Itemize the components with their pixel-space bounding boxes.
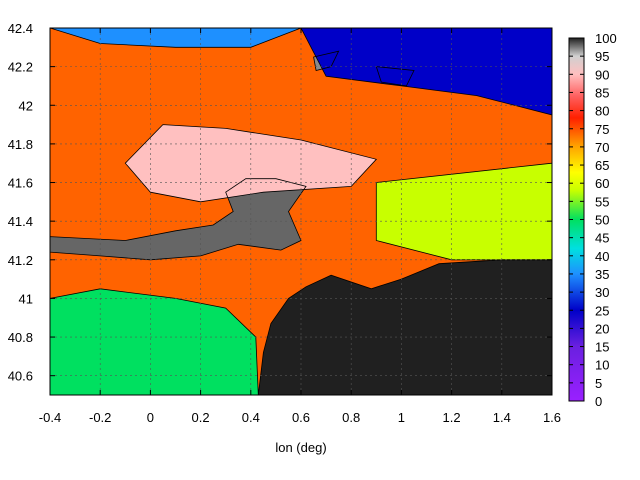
region-northwest-band <box>50 28 301 48</box>
y-tick-label: 42 <box>19 98 33 113</box>
colorbar-tick-label: 50 <box>595 213 609 228</box>
x-tick-label: 0.6 <box>292 410 310 425</box>
heatmap-regions <box>50 28 552 395</box>
x-tick-label: 1 <box>398 410 405 425</box>
colorbar-tick-label: 55 <box>595 194 609 209</box>
x-tick-label: 1.6 <box>543 410 561 425</box>
y-tick-label: 41.8 <box>8 137 33 152</box>
x-axis-label: lon (deg) <box>275 440 326 455</box>
colorbar-tick-label: 0 <box>595 394 602 409</box>
x-tick-label: 0.4 <box>242 410 260 425</box>
colorbar-tick-label: 90 <box>595 67 609 82</box>
x-tick-label: -0.2 <box>89 410 111 425</box>
plot-area <box>50 28 552 395</box>
y-tick-label: 41.6 <box>8 176 33 191</box>
y-tick-label: 41.4 <box>8 214 33 229</box>
colorbar-tick-label: 95 <box>595 49 609 64</box>
y-tick-label: 42.2 <box>8 60 33 75</box>
contour-line <box>124 124 378 203</box>
colorbar-tick-label: 15 <box>595 340 609 355</box>
contour-line <box>257 259 552 395</box>
y-tick-label: 41.2 <box>8 253 33 268</box>
colorbar-tick-label: 75 <box>595 122 609 137</box>
region-sea <box>258 259 552 395</box>
x-tick-label: -0.4 <box>39 410 61 425</box>
colorbar-tick-label: 45 <box>595 231 609 246</box>
colorbar-tick-label: 30 <box>595 285 609 300</box>
y-tick-label: 41 <box>19 291 33 306</box>
x-tick-label: 1.4 <box>493 410 511 425</box>
contour-line <box>50 28 302 48</box>
colorbar-tick-label: 25 <box>595 303 609 318</box>
colorbar-tick-label: 85 <box>595 85 609 100</box>
colorbar-tick-label: 40 <box>595 249 609 264</box>
y-tick-label: 40.8 <box>8 330 33 345</box>
colorbar-tick-label: 60 <box>595 176 609 191</box>
region-east-coast <box>376 163 552 260</box>
colorbar-tick-label: 20 <box>595 321 609 336</box>
y-axis-ticks: 40.6 40.8 41 41.2 41.4 41.6 41.8 42 42.2 42.4 <box>8 21 552 384</box>
y-tick-label: 40.6 <box>8 369 33 384</box>
x-tick-label: 0.2 <box>192 410 210 425</box>
colorbar-tick-label: 65 <box>595 158 609 173</box>
x-tick-label: 0.8 <box>342 410 360 425</box>
colorbar-tick-label: 10 <box>595 358 609 373</box>
colorbar-tick-label: 100 <box>595 31 617 46</box>
region-ebro-channel <box>50 178 306 260</box>
contour-line <box>300 28 552 116</box>
colorbar-tick-label: 70 <box>595 140 609 155</box>
region-northeast-pyrenees <box>301 28 552 115</box>
grid-lines <box>50 28 552 395</box>
region-southwest <box>50 288 259 395</box>
x-tick-label: 1.2 <box>443 410 461 425</box>
x-axis-ticks: -0.4 -0.2 0 0.2 0.4 0.6 0.8 1 1.2 1.4 1.6 <box>39 28 561 425</box>
colorbar-tick-label: 5 <box>595 376 602 391</box>
x-tick-label: 0 <box>147 410 154 425</box>
colorbar-tick-label: 35 <box>595 267 609 282</box>
colorbar-ticks: 0 5 10 15 20 25 30 35 40 45 50 55 60 65 70 75 80 85 90 95 10… <box>569 31 617 409</box>
colorbar-tick-label: 80 <box>595 104 609 119</box>
y-tick-label: 42.4 <box>8 21 33 36</box>
